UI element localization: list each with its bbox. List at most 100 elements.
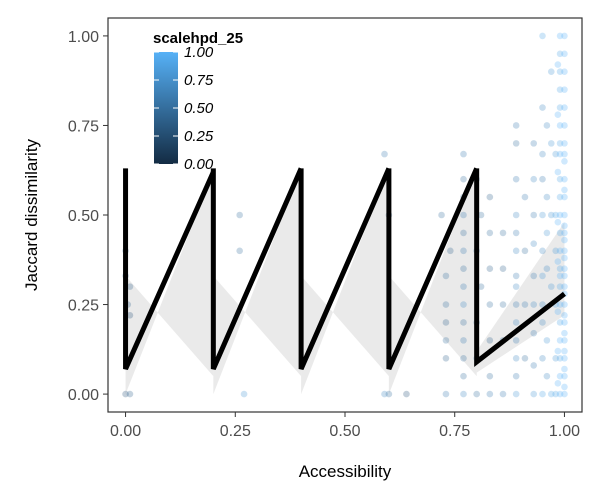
data-point-88 bbox=[539, 247, 546, 255]
data-point-62 bbox=[512, 247, 520, 255]
data-point-114 bbox=[556, 68, 564, 76]
confidence-band-3 bbox=[301, 168, 389, 395]
data-point-110 bbox=[552, 354, 559, 362]
data-point-68 bbox=[512, 354, 520, 362]
data-point-44 bbox=[473, 390, 480, 398]
data-point-151 bbox=[561, 254, 568, 262]
y-axis-ticks: 0.00 0.25 0.50 0.75 1.00 bbox=[68, 29, 108, 404]
data-point-96 bbox=[543, 229, 551, 237]
data-point-69 bbox=[512, 372, 520, 380]
data-point-92 bbox=[539, 354, 546, 362]
data-point-9 bbox=[240, 390, 248, 398]
data-point-77 bbox=[530, 211, 538, 219]
data-point-147 bbox=[561, 222, 568, 230]
data-point-124 bbox=[556, 247, 564, 255]
y-tick-label-3: 0.50 bbox=[68, 208, 99, 225]
data-point-30 bbox=[460, 265, 467, 273]
data-point-116 bbox=[556, 104, 564, 111]
data-point-75 bbox=[530, 140, 538, 147]
data-point-112 bbox=[556, 32, 564, 40]
data-point-46 bbox=[486, 229, 494, 237]
data-point-106 bbox=[552, 150, 559, 158]
data-point-172 bbox=[554, 308, 562, 316]
data-point-169 bbox=[554, 168, 562, 176]
data-point-71 bbox=[521, 193, 529, 201]
data-point-11 bbox=[381, 150, 388, 158]
legend: scalehpd_25 1.00 0.75 0.50 0.25 0.00 bbox=[153, 30, 243, 173]
data-point-45 bbox=[486, 193, 494, 201]
data-point-61 bbox=[512, 229, 520, 237]
data-point-79 bbox=[530, 272, 538, 280]
data-point-57 bbox=[512, 122, 520, 129]
smooth-lines bbox=[123, 167, 566, 371]
y-tick-label-4: 0.75 bbox=[68, 118, 99, 135]
data-point-126 bbox=[556, 272, 564, 280]
data-point-84 bbox=[539, 104, 546, 111]
data-point-144 bbox=[561, 186, 568, 194]
data-point-90 bbox=[539, 301, 546, 308]
data-point-152 bbox=[561, 265, 568, 273]
data-point-76 bbox=[530, 175, 538, 183]
x-tick-label-4: 0.75 bbox=[439, 423, 470, 440]
data-point-35 bbox=[460, 354, 467, 362]
data-point-93 bbox=[539, 390, 546, 398]
data-point-52 bbox=[499, 229, 507, 237]
data-point-5 bbox=[126, 311, 134, 319]
data-point-137 bbox=[561, 86, 568, 93]
data-point-127 bbox=[556, 283, 564, 290]
data-point-101 bbox=[547, 68, 555, 76]
data-point-104 bbox=[547, 283, 555, 290]
data-point-73 bbox=[521, 301, 529, 308]
confidence-band-5 bbox=[476, 222, 565, 373]
data-point-99 bbox=[543, 372, 551, 380]
data-point-23 bbox=[442, 319, 450, 326]
data-point-170 bbox=[554, 218, 562, 226]
data-point-156 bbox=[561, 301, 568, 308]
data-point-100 bbox=[539, 32, 546, 40]
data-point-28 bbox=[460, 229, 467, 237]
x-tick-label-2: 0.25 bbox=[220, 423, 251, 440]
data-point-87 bbox=[539, 211, 546, 219]
data-point-158 bbox=[561, 319, 568, 326]
data-point-32 bbox=[460, 301, 467, 308]
data-point-33 bbox=[460, 319, 467, 326]
data-point-20 bbox=[442, 272, 450, 280]
data-point-141 bbox=[561, 150, 568, 158]
data-point-81 bbox=[530, 329, 538, 337]
data-point-157 bbox=[561, 311, 568, 319]
data-point-140 bbox=[561, 140, 568, 147]
data-point-120 bbox=[556, 175, 564, 183]
data-point-125 bbox=[556, 265, 564, 273]
x-axis-title: Accessibility bbox=[299, 462, 392, 481]
legend-label-5: 0.00 bbox=[184, 156, 214, 173]
data-point-173 bbox=[554, 347, 562, 355]
data-point-65 bbox=[512, 301, 520, 308]
data-point-149 bbox=[561, 236, 568, 244]
data-point-21 bbox=[447, 247, 454, 255]
data-point-129 bbox=[556, 319, 564, 326]
data-point-113 bbox=[556, 50, 564, 58]
legend-ticks: 1.00 0.75 0.50 0.25 0.00 bbox=[154, 44, 214, 173]
data-point-168 bbox=[554, 111, 562, 119]
data-point-171 bbox=[554, 258, 562, 265]
data-point-8 bbox=[236, 211, 243, 219]
data-point-163 bbox=[561, 365, 568, 373]
data-point-72 bbox=[521, 247, 529, 255]
data-point-82 bbox=[530, 362, 538, 369]
data-point-130 bbox=[556, 337, 564, 344]
data-point-83 bbox=[530, 390, 538, 398]
data-point-138 bbox=[561, 104, 568, 111]
data-point-143 bbox=[561, 175, 568, 183]
data-point-36 bbox=[460, 372, 467, 380]
data-point-74 bbox=[521, 354, 529, 362]
confidence-band-1 bbox=[125, 172, 214, 395]
confidence-bands bbox=[125, 168, 565, 395]
data-point-122 bbox=[556, 211, 564, 219]
data-point-115 bbox=[556, 86, 564, 93]
data-point-85 bbox=[539, 150, 546, 158]
data-point-94 bbox=[543, 122, 551, 129]
data-point-2 bbox=[126, 390, 134, 398]
data-point-154 bbox=[561, 283, 568, 290]
x-axis-ticks: 0.00 0.25 0.50 0.75 1.00 bbox=[110, 412, 580, 440]
